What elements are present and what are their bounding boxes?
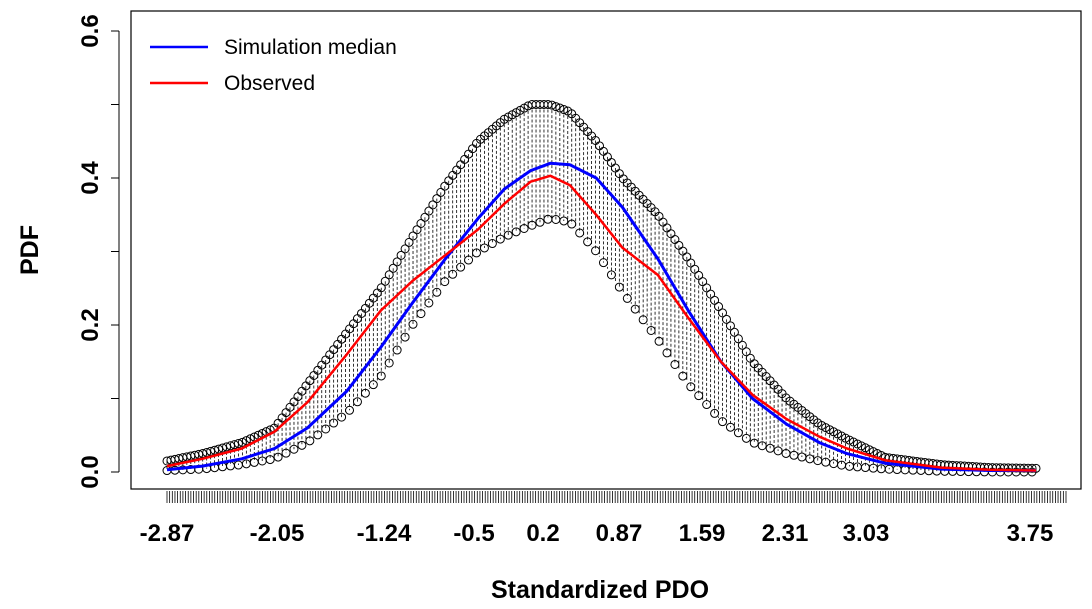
envelope-upper-point	[690, 264, 700, 274]
envelope-lower-point	[503, 230, 513, 240]
envelope-upper-point	[559, 105, 569, 115]
envelope-lower-point	[273, 452, 283, 462]
envelope-upper-point	[721, 314, 731, 324]
x-tick-label: 3.03	[843, 520, 890, 547]
envelope-upper-point	[551, 102, 561, 112]
x-tick-label: 2.31	[762, 520, 809, 547]
envelope-upper-point	[555, 103, 565, 113]
x-tick-label: 1.59	[679, 520, 726, 547]
envelope-lower-point	[289, 444, 299, 454]
envelope-lower-point	[559, 216, 569, 226]
envelope-lower-point	[297, 440, 307, 450]
envelope-upper-point	[718, 308, 728, 318]
envelope-lower-point	[765, 443, 775, 453]
envelope-lower-point	[757, 441, 767, 451]
series-line-simulation-median	[166, 161, 1036, 472]
x-tick-label: -2.87	[140, 520, 195, 547]
envelope-lower-point	[432, 287, 442, 297]
envelope-lower-point	[392, 345, 402, 355]
envelope-lower-point	[495, 234, 505, 244]
envelope-lower-point	[360, 388, 370, 398]
envelope-lower-point	[440, 277, 450, 287]
envelope-lower-point	[345, 405, 355, 415]
envelope-lower-point	[337, 412, 347, 422]
simulation-envelope	[162, 100, 1041, 477]
envelope-lower-point	[329, 418, 339, 428]
envelope-lower-point	[487, 239, 497, 249]
envelope-lower-point	[678, 371, 688, 381]
y-tick-label: 0.6	[77, 14, 104, 47]
legend-label-observed: Observed	[224, 72, 315, 95]
envelope-upper-point	[710, 295, 720, 305]
x-tick-label: -2.05	[250, 520, 305, 547]
envelope-lower-point	[527, 220, 537, 230]
envelope-lower-point	[725, 422, 735, 432]
x-tick-label: -1.24	[357, 520, 412, 547]
envelope-lower-point	[654, 336, 664, 346]
envelope-lower-point	[321, 424, 331, 434]
envelope-upper-point	[1027, 463, 1037, 473]
legend: Simulation median Observed	[150, 36, 397, 95]
x-tick-label: 3.75	[1007, 520, 1054, 547]
x-axis: -2.87 -2.05 -1.24 -0.5 0.2 0.87 1.59 2.31 3.03 3.…	[140, 491, 1067, 547]
x-tick-label: 0.87	[596, 520, 643, 547]
envelope-lower-point	[424, 298, 434, 308]
envelope-lower-point	[670, 359, 680, 369]
envelope-lower-point	[368, 380, 378, 390]
envelope-upper-point	[714, 302, 724, 312]
envelope-lower-point	[416, 309, 426, 319]
envelope-lower-point	[352, 397, 362, 407]
envelope-lower-point	[472, 248, 482, 258]
envelope-lower-point	[408, 319, 418, 329]
x-tick-label: 0.2	[526, 520, 559, 547]
envelope-lower-point	[614, 282, 624, 292]
envelope-upper-point	[729, 327, 739, 337]
envelope-lower-point	[630, 304, 640, 314]
y-axis-title: PDF	[16, 225, 44, 275]
envelope-lower-point	[265, 455, 275, 465]
envelope-lower-point	[591, 246, 601, 256]
envelope-lower-point	[646, 325, 656, 335]
envelope-upper-point	[686, 258, 696, 268]
x-axis-title: Standardized PDO	[491, 576, 709, 604]
envelope-upper-point	[741, 347, 751, 357]
envelope-lower-point	[662, 348, 672, 358]
series-line-observed	[166, 174, 1037, 472]
envelope-upper-point	[1031, 463, 1041, 473]
envelope-lower-point	[519, 224, 529, 234]
envelope-lower-point	[400, 332, 410, 342]
y-axis: 0.0 0.2 0.4 0.6	[77, 14, 120, 489]
y-tick-label: 0.0	[77, 455, 104, 488]
y-tick-label: 0.2	[77, 308, 104, 341]
envelope-lower-point	[305, 436, 315, 446]
envelope-lower-point	[376, 371, 386, 381]
envelope-upper-point	[698, 277, 708, 287]
legend-label-simulation-median: Simulation median	[224, 36, 397, 59]
y-tick-label: 0.4	[77, 161, 104, 195]
envelope-upper-point	[702, 283, 712, 293]
envelope-lower-point	[694, 391, 704, 401]
envelope-lower-point	[281, 448, 291, 458]
series-lines	[166, 161, 1037, 472]
envelope-upper-point	[694, 270, 704, 280]
envelope-lower-point	[479, 243, 489, 253]
x-tick-label: -0.5	[453, 520, 494, 547]
envelope-lower-point	[448, 269, 458, 279]
envelope-lower-point	[384, 358, 394, 368]
plot-border	[130, 10, 1082, 490]
envelope-upper-point	[706, 289, 716, 299]
envelope-upper-point	[547, 100, 557, 110]
envelope-lower-point	[535, 217, 545, 227]
envelope-lower-point	[464, 255, 474, 265]
envelope-lower-point	[456, 262, 466, 272]
envelope-lower-point	[511, 227, 521, 237]
envelope-upper-point	[725, 321, 735, 331]
envelope-lower-point	[313, 430, 323, 440]
envelope-upper-point	[733, 334, 743, 344]
envelope-upper-point	[737, 340, 747, 350]
